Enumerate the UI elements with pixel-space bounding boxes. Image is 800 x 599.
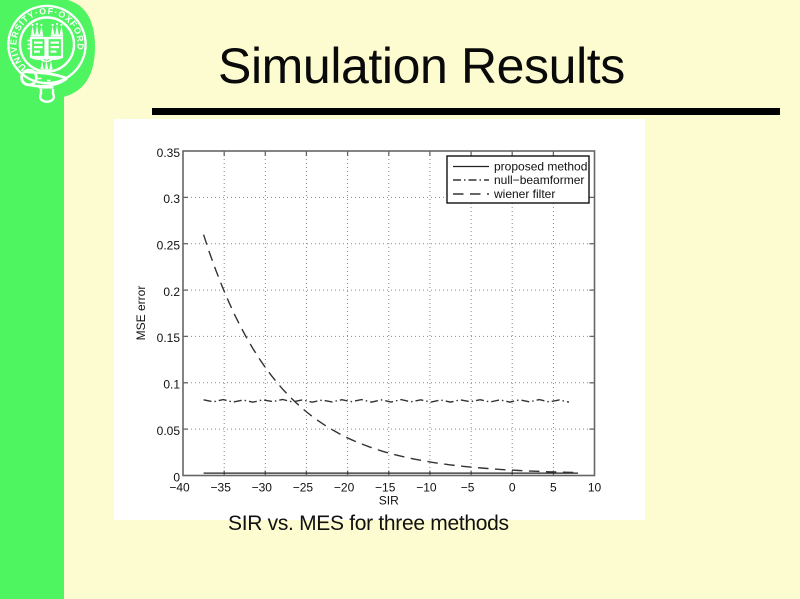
svg-text:−40: −40 bbox=[169, 480, 190, 494]
svg-text:0.3: 0.3 bbox=[163, 192, 180, 206]
svg-text:proposed method: proposed method bbox=[494, 160, 587, 174]
svg-text:0.2: 0.2 bbox=[163, 285, 180, 299]
svg-text:0: 0 bbox=[509, 480, 516, 494]
svg-text:−15: −15 bbox=[375, 480, 396, 494]
svg-text:−5: −5 bbox=[461, 480, 475, 494]
svg-text:−10: −10 bbox=[416, 480, 437, 494]
svg-text:0.25: 0.25 bbox=[157, 239, 181, 253]
svg-text:10: 10 bbox=[588, 480, 602, 494]
svg-text:0.05: 0.05 bbox=[157, 424, 181, 438]
svg-text:MSE error: MSE error bbox=[134, 286, 148, 341]
svg-text:SIR: SIR bbox=[379, 494, 399, 508]
svg-text:0.15: 0.15 bbox=[157, 331, 181, 345]
svg-text:−25: −25 bbox=[293, 480, 314, 494]
svg-text:−20: −20 bbox=[334, 480, 355, 494]
svg-text:wiener filter: wiener filter bbox=[493, 187, 555, 201]
svg-text:0.35: 0.35 bbox=[157, 146, 181, 160]
svg-text:0.1: 0.1 bbox=[163, 378, 180, 392]
svg-text:0: 0 bbox=[173, 470, 180, 484]
svg-text:null−beamformer: null−beamformer bbox=[494, 173, 584, 187]
svg-text:5: 5 bbox=[550, 480, 557, 494]
svg-text:−30: −30 bbox=[252, 480, 273, 494]
svg-text:−35: −35 bbox=[211, 480, 232, 494]
